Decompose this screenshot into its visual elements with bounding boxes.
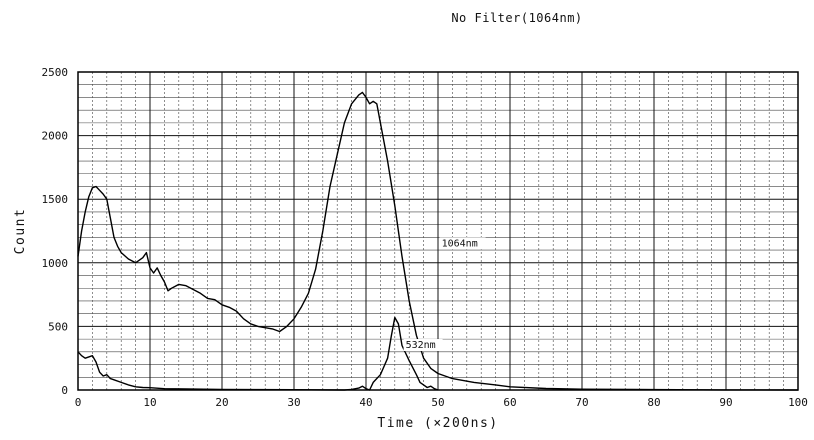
y-tick-label: 2500 [42, 66, 69, 79]
x-axis-label: Time (×200ns) [377, 416, 498, 431]
x-tick-label: 70 [575, 396, 588, 409]
series-annotation: 532nm [406, 340, 436, 351]
x-tick-label: 10 [143, 396, 156, 409]
y-axis-label: Count [13, 208, 28, 255]
x-tick-label: 50 [431, 396, 444, 409]
x-tick-label: 0 [75, 396, 82, 409]
x-tick-label: 100 [788, 396, 808, 409]
y-tick-label: 1000 [42, 257, 69, 270]
x-tick-label: 40 [359, 396, 372, 409]
x-tick-label: 60 [503, 396, 516, 409]
x-tick-label: 80 [647, 396, 660, 409]
series-annotation: 1064nm [442, 238, 478, 249]
x-tick-label: 90 [719, 396, 732, 409]
y-tick-label: 500 [48, 320, 68, 333]
y-tick-label: 0 [61, 384, 68, 397]
series-line-532nm [78, 318, 438, 391]
x-tick-label: 20 [215, 396, 228, 409]
x-tick-label: 30 [287, 396, 300, 409]
y-tick-label: 1500 [42, 193, 69, 206]
y-tick-label: 2000 [42, 130, 69, 143]
